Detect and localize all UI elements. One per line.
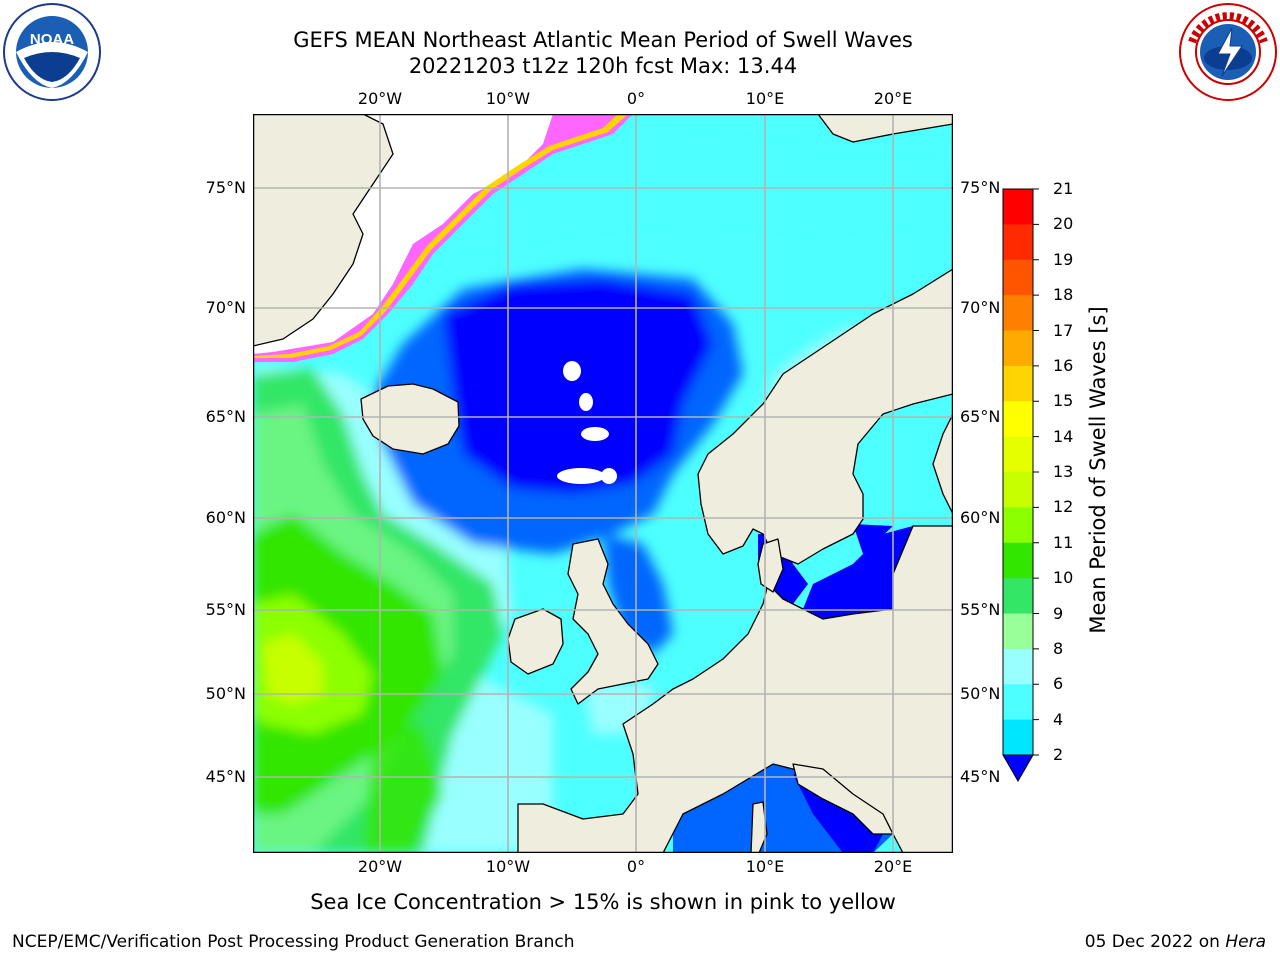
lon-label-bottom: 20°W	[357, 857, 403, 876]
colorbar-segment	[1003, 648, 1033, 685]
colorbar-segment	[1003, 472, 1033, 508]
lat-label-left: 50°N	[205, 684, 246, 703]
chart-title: GEFS MEAN Northeast Atlantic Mean Period…	[293, 28, 913, 52]
colorbar-segment	[1003, 401, 1033, 438]
colorbar-segment	[1003, 224, 1033, 261]
colorbar-segment	[1003, 295, 1033, 331]
lon-label-top: 0°	[626, 89, 646, 108]
colorbar-tick-label: 11	[1053, 532, 1074, 552]
footer-date: 05 Dec 2022 on Hera	[1085, 932, 1266, 952]
lat-label-left: 55°N	[205, 600, 246, 619]
colorbar-segment	[1003, 542, 1033, 579]
colorbar-tick-label: 2	[1053, 745, 1064, 764]
lat-label-left: 60°N	[205, 508, 246, 527]
land-greenland	[253, 114, 394, 347]
lat-label-left: 65°N	[205, 407, 246, 426]
colorbar-tick-label: 4	[1053, 709, 1064, 729]
lat-label-right: 60°N	[960, 508, 1001, 527]
colorbar-tick-label: 17	[1053, 320, 1074, 340]
colorbar-label: Mean Period of Swell Waves [s]	[1086, 306, 1110, 634]
colorbar-tick-label: 20	[1053, 214, 1074, 234]
land-europe	[517, 525, 953, 853]
lon-label-top: 20°E	[873, 89, 913, 108]
lat-label-right: 75°N	[960, 178, 1001, 197]
colorbar-segment	[1003, 578, 1033, 614]
colorbar-tick-label: 12	[1053, 497, 1074, 517]
colorbar-tick-label: 13	[1053, 462, 1074, 481]
colorbar-segment	[1003, 189, 1033, 225]
lon-label-bottom: 0°	[626, 857, 646, 876]
colorbar-tick-label: 18	[1053, 285, 1074, 305]
lat-label-left: 75°N	[205, 178, 246, 197]
lat-label-right: 65°N	[960, 407, 1001, 426]
graticule	[253, 114, 953, 853]
colorbar-extend-arrow	[1002, 754, 1034, 783]
lon-label-top: 20°W	[357, 89, 403, 108]
colorbar	[1002, 188, 1039, 783]
colorbar-segment	[1003, 613, 1033, 650]
colorbar-segment	[1003, 719, 1033, 756]
lon-label-bottom: 10°E	[745, 857, 785, 876]
footer-host: Hera	[1225, 932, 1266, 952]
colorbar-tick-label: 19	[1053, 249, 1074, 269]
sea-ice-note: Sea Ice Concentration > 15% is shown in …	[310, 890, 896, 914]
colorbar-segment	[1003, 436, 1033, 473]
lat-label-right: 55°N	[960, 600, 1001, 619]
chart-subtitle: 20221203 t12z 120h fcst Max: 13.44	[408, 54, 798, 78]
lon-label-bottom: 20°E	[873, 857, 913, 876]
colorbar-tick-label: 16	[1053, 355, 1074, 375]
map-panel	[253, 114, 953, 853]
lat-label-right: 50°N	[960, 684, 1001, 703]
colorbar-tick-label: 15	[1053, 391, 1074, 411]
colorbar-tick-label: 8	[1053, 638, 1064, 658]
colorbar-tick-label: 10	[1053, 568, 1074, 588]
lon-label-top: 10°E	[745, 89, 785, 108]
land-iceland	[360, 383, 460, 455]
lat-label-right: 45°N	[960, 767, 1001, 786]
colorbar-tick-label: 6	[1053, 674, 1064, 694]
lat-label-left: 45°N	[205, 767, 246, 786]
colorbar-segment	[1003, 330, 1033, 367]
lon-label-top: 10°W	[485, 89, 531, 108]
colorbar-tick-label: 14	[1053, 426, 1074, 446]
nws-logo	[1179, 3, 1277, 101]
footer-credit: NCEP/EMC/Verification Post Processing Pr…	[12, 932, 575, 952]
colorbar-tick-label: 21	[1053, 179, 1074, 198]
svg-text:NOAA: NOAA	[30, 31, 74, 48]
colorbar-tick-label: 9	[1053, 603, 1064, 623]
noaa-logo: NOAA	[3, 3, 101, 101]
colorbar-segment	[1003, 365, 1033, 402]
footer-date-text: 05 Dec 2022 on	[1084, 932, 1226, 952]
lat-label-left: 70°N	[205, 298, 246, 317]
colorbar-segment	[1003, 507, 1033, 544]
lon-label-bottom: 10°W	[485, 857, 531, 876]
colorbar-segment	[1003, 259, 1033, 296]
colorbar-segment	[1003, 684, 1033, 721]
lat-label-right: 70°N	[960, 298, 1001, 317]
land-ireland	[507, 608, 564, 675]
